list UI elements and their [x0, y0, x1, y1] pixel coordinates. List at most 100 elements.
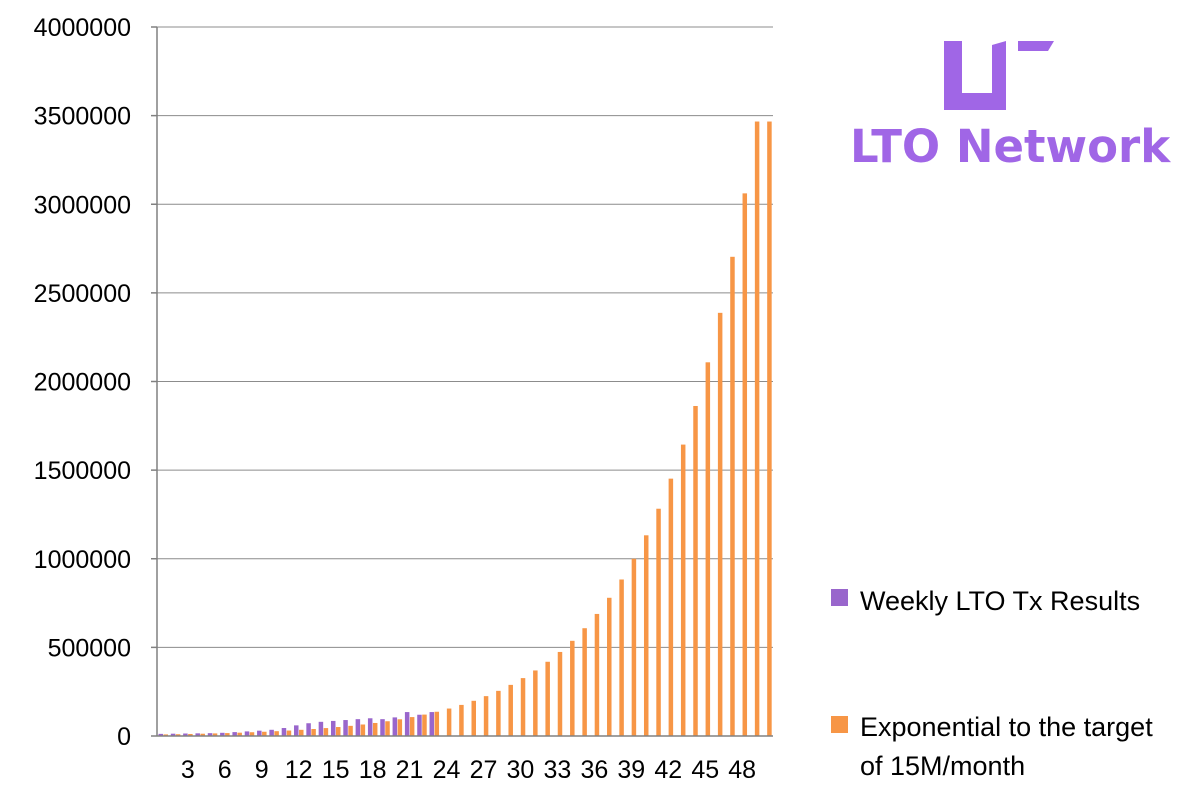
- bar-exponential-target: [422, 714, 427, 736]
- bar-exponential-target: [754, 121, 760, 737]
- bar-exponential-target: [705, 362, 711, 736]
- bar-weekly-results: [294, 725, 299, 736]
- bar-weekly-results: [158, 733, 163, 736]
- y-tick-label: 3500000: [34, 103, 131, 131]
- bar-exponential-target: [520, 678, 526, 736]
- bar-exponential-target: [175, 734, 181, 736]
- y-tick-label: 1000000: [34, 546, 131, 574]
- bar-exponential-target: [409, 717, 415, 736]
- bar-exponential-target: [262, 731, 267, 736]
- x-tick-label: 27: [470, 756, 498, 784]
- bar-exponential-target: [557, 651, 563, 736]
- x-tick-label: 48: [728, 756, 756, 784]
- bar-exponential-target: [656, 508, 661, 736]
- bar-weekly-results: [269, 729, 274, 736]
- bar-exponential-target: [385, 721, 390, 736]
- bar-exponential-target: [582, 628, 587, 736]
- y-tick-label: 1500000: [34, 457, 131, 485]
- x-tick-label: 3: [181, 756, 195, 784]
- bar-weekly-results: [281, 728, 287, 736]
- bar-exponential-target: [594, 613, 600, 736]
- bar-exponential-target: [163, 734, 168, 736]
- bar-weekly-results: [318, 721, 324, 736]
- bar-exponential-target: [372, 722, 378, 736]
- bar-exponential-target: [533, 670, 538, 736]
- bar-exponential-target: [212, 733, 218, 736]
- bar-exponential-target: [434, 711, 440, 736]
- x-tick-label: 39: [617, 756, 645, 784]
- y-tick-label: 4000000: [34, 14, 131, 42]
- legend-label-weekly-results: Weekly LTO Tx Results: [860, 586, 1140, 616]
- lto-network-logo: LTO Network: [850, 41, 1171, 173]
- bar-exponential-target: [237, 732, 242, 736]
- x-tick-label: 12: [285, 756, 313, 784]
- x-tick-label: 24: [433, 756, 461, 784]
- bar-exponential-target: [767, 121, 772, 737]
- x-tick-label: 18: [359, 756, 387, 784]
- legend: Weekly LTO Tx Results Exponential to the…: [831, 586, 1153, 781]
- x-tick-label: 6: [218, 756, 232, 784]
- bar-weekly-results: [220, 732, 225, 736]
- bar-exponential-target: [249, 732, 255, 736]
- bar-exponential-target: [693, 405, 698, 736]
- lto-logo-mark-icon: [944, 41, 1054, 110]
- logo-text: LTO Network: [850, 120, 1171, 173]
- bar-exponential-target: [643, 535, 649, 736]
- bar-exponential-target: [508, 684, 513, 736]
- bar-weekly-results: [183, 733, 188, 736]
- x-tick-labels: 3 6 9 12 15 18 21 24 27 30 33 36 39 42 45 48: [181, 756, 756, 784]
- bar-exponential-target: [200, 733, 205, 736]
- bar-exponential-target: [631, 558, 637, 736]
- y-tick-label: 2500000: [34, 280, 131, 308]
- x-tick-label: 30: [507, 756, 535, 784]
- x-tick-label: 15: [322, 756, 350, 784]
- bar-weekly-results: [367, 718, 373, 736]
- bar-weekly-results: [330, 720, 336, 736]
- bar-exponential-target: [323, 728, 329, 736]
- bar-exponential-target: [717, 312, 723, 736]
- bar-exponential-target: [730, 256, 735, 736]
- bar-exponential-target: [742, 193, 748, 737]
- bar-exponential-target: [274, 731, 279, 736]
- x-tick-label: 45: [691, 756, 719, 784]
- y-tick-label: 3000000: [34, 191, 131, 219]
- bar-exponential-target: [360, 724, 366, 736]
- bar-exponential-target: [496, 690, 501, 736]
- x-tick-label: 42: [654, 756, 682, 784]
- bar-exponential-target: [397, 719, 403, 736]
- bar-weekly-results: [244, 731, 250, 736]
- bar-weekly-results: [343, 720, 348, 736]
- bar-weekly-results: [355, 719, 361, 736]
- bar-exponential-target: [607, 597, 612, 736]
- bar-weekly-results: [207, 733, 213, 736]
- axes: [156, 27, 773, 737]
- bar-exponential-target: [680, 444, 686, 736]
- grid-lines: [151, 26, 773, 737]
- bar-weekly-results: [404, 712, 410, 736]
- legend-swatch-weekly-results: [831, 589, 848, 606]
- bar-exponential-target: [471, 700, 476, 736]
- bar-exponential-target: [299, 729, 304, 736]
- x-tick-label: 21: [396, 756, 424, 784]
- bar-exponential-target: [188, 733, 193, 736]
- y-tick-label: 500000: [48, 634, 131, 662]
- y-tick-labels: 0 500000 1000000 1500000 2000000 2500000 30000…: [34, 14, 131, 751]
- bar-weekly-results: [170, 733, 176, 736]
- legend-swatch-exponential-target: [831, 716, 848, 733]
- bar-weekly-results: [257, 730, 262, 736]
- bar-exponential-target: [225, 733, 230, 736]
- y-tick-label: 2000000: [34, 369, 131, 397]
- bars: [158, 121, 772, 737]
- bar-exponential-target: [545, 661, 550, 736]
- bar-exponential-target: [446, 708, 452, 736]
- bar-exponential-target: [348, 725, 353, 736]
- bar-exponential-target: [483, 696, 489, 736]
- bar-weekly-results: [380, 719, 385, 736]
- bar-exponential-target: [286, 730, 292, 736]
- bar-exponential-target: [668, 478, 674, 736]
- x-tick-label: 9: [255, 756, 269, 784]
- bar-weekly-results: [195, 733, 200, 736]
- legend-label-exponential-line2: of 15M/month: [860, 751, 1025, 781]
- bar-weekly-results: [429, 712, 435, 736]
